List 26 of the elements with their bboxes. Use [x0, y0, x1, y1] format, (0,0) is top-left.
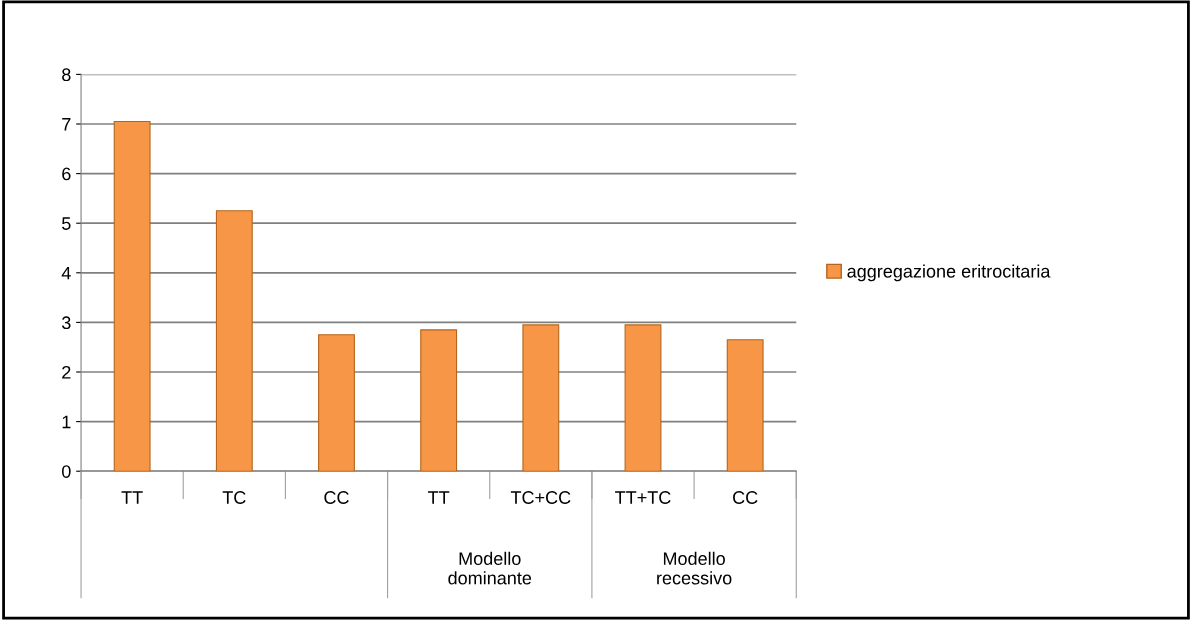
y-tick-label: 6 — [62, 167, 71, 181]
y-tick-label: 8 — [62, 68, 71, 82]
text: Modello recessivo — [657, 551, 732, 585]
bar — [420, 329, 458, 472]
bar — [726, 339, 764, 472]
y-tick-label: 2 — [62, 365, 71, 379]
y-tick-label: 1 — [62, 415, 71, 429]
y-tick-label: 5 — [62, 217, 71, 230]
bar — [113, 120, 151, 472]
x-tick-label: TT — [428, 491, 450, 504]
y-tick-label: 0 — [62, 465, 71, 478]
text: Modello dominante — [448, 551, 532, 585]
bar — [215, 210, 253, 472]
bar — [624, 324, 662, 472]
x-tick-label: CC — [324, 491, 349, 504]
x-tick-label: CC — [733, 491, 758, 504]
bar — [318, 334, 355, 472]
x-tick-label: TT — [121, 491, 143, 504]
x-tick-label: TC — [222, 491, 246, 504]
y-tick-label: 4 — [61, 266, 71, 280]
x-tick-label: TC+CC — [510, 491, 571, 504]
y-tick-label: 7 — [62, 118, 71, 131]
y-tick-label: 3 — [61, 316, 71, 330]
legend-label: aggregazione eritrocitaria — [847, 264, 1051, 282]
x-tick-label: TT+TC — [615, 491, 671, 504]
bar — [522, 324, 560, 472]
